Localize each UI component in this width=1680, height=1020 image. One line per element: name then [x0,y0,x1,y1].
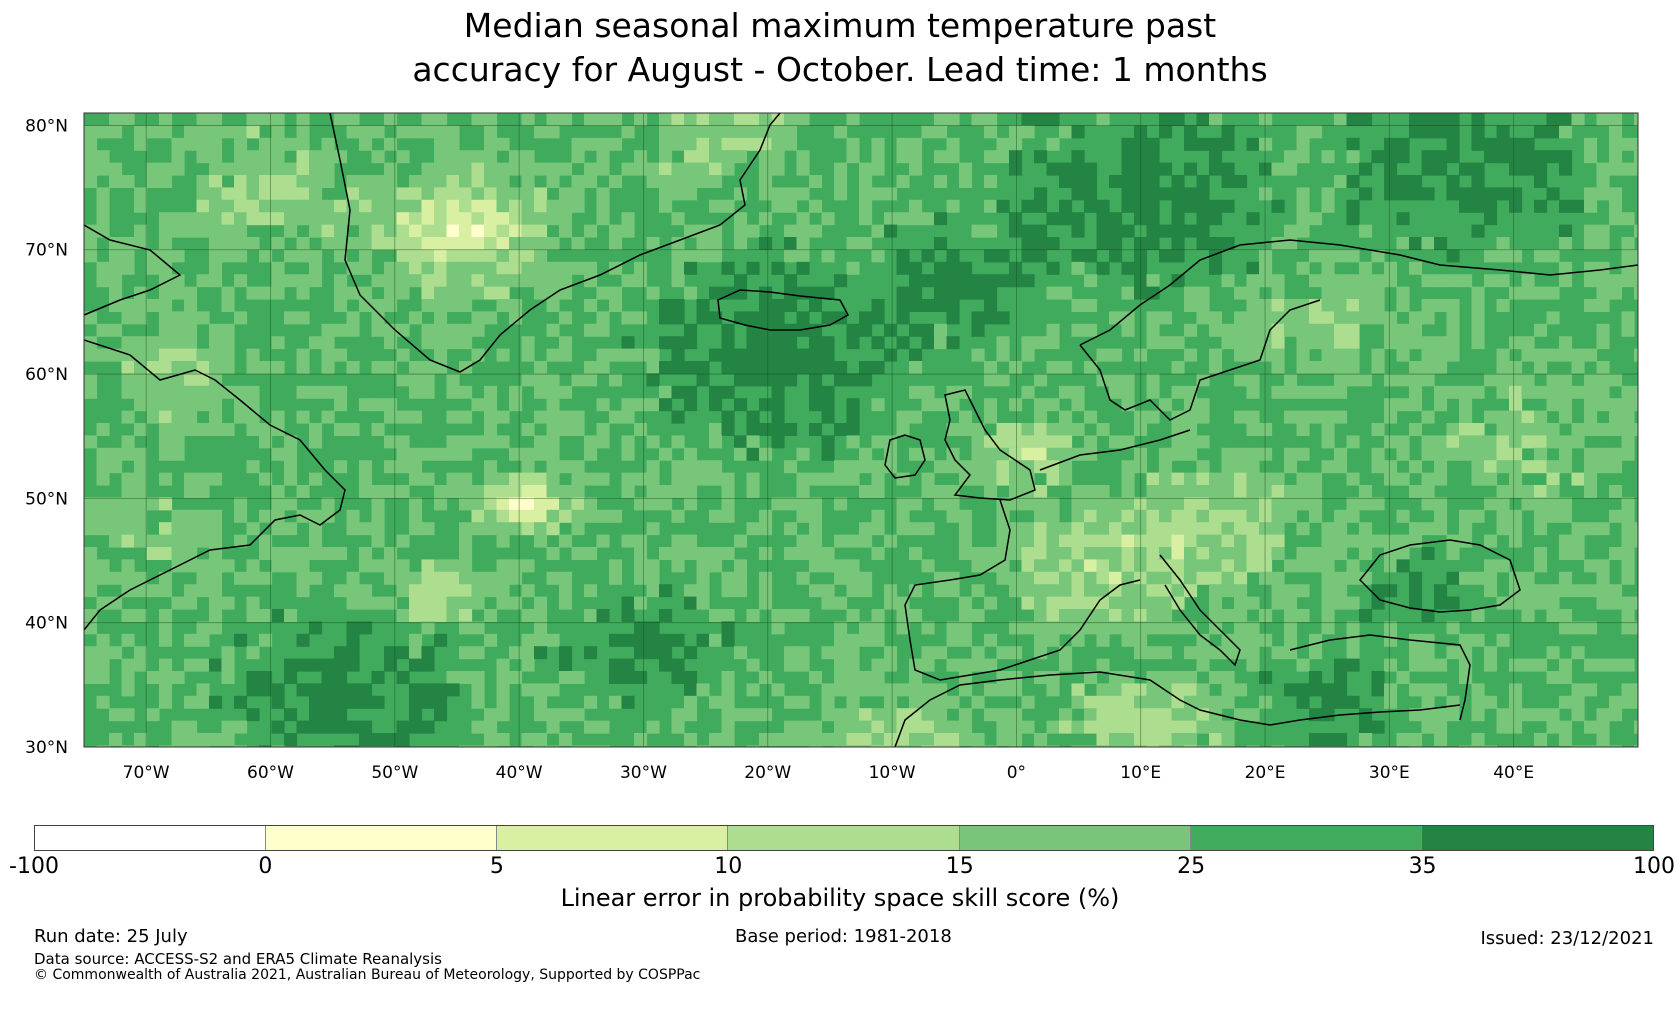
skill-score-map: 80°N 70°N 60°N 50°N 40°N 30°N 70°W 60°W 50°W 40°… [25,112,1639,783]
title-line-1: Median seasonal maximum temperature past [463,6,1217,45]
lon-label: 30°W [620,763,667,783]
colorbar-segment [266,826,498,850]
colorbar-tick-label: 35 [1408,854,1437,879]
chart-title: Median seasonal maximum temperature past… [0,4,1680,92]
colorbar [34,825,1654,851]
coastlines [84,113,1638,747]
graticule [84,113,1638,747]
lon-label: 40°W [496,763,543,783]
colorbar-label: Linear error in probability space skill … [560,884,1120,912]
lon-label: 40°E [1493,763,1534,783]
colorbar-segment [728,826,960,850]
issued-date: Issued: 23/12/2021 [1480,928,1654,949]
colorbar-tick-label: 5 [489,854,504,879]
map-frame [83,112,1639,748]
colorbar-segment [959,826,1191,850]
copyright: © Commonwealth of Australia 2021, Austra… [34,967,701,983]
colorbar-segment [35,826,267,850]
lon-label: 30°E [1369,763,1410,783]
base-period: Base period: 1981-2018 [735,926,952,947]
lon-label: 10°W [869,763,916,783]
colorbar-tick-label: 10 [714,854,743,879]
lat-label: 70°N [25,241,68,261]
lat-label: 40°N [25,614,68,634]
lon-label: 10°E [1120,763,1161,783]
lon-label: 50°W [371,763,418,783]
colorbar-tick-label: -100 [9,854,59,879]
lat-label: 50°N [25,489,68,509]
lon-label: 20°E [1245,763,1286,783]
lat-label: 80°N [25,116,68,136]
data-source: Data source: ACCESS-S2 and ERA5 Climate … [34,950,442,968]
colorbar-segment [497,826,729,850]
lon-label: 60°W [247,763,294,783]
lon-label: 20°W [744,763,791,783]
colorbar-tick-label: 100 [1633,854,1675,879]
lon-label: 70°W [123,763,170,783]
skill-score-field [84,113,1638,747]
title-line-2: accuracy for August - October. Lead time… [412,50,1268,89]
latitude-labels: 80°N 70°N 60°N 50°N 40°N 30°N [25,116,68,758]
lon-label: 0° [1007,763,1026,783]
colorbar-segment [1190,826,1422,850]
colorbar-tick-label: 0 [258,854,273,879]
run-date: Run date: 25 July [34,926,188,947]
lat-label: 30°N [25,738,68,758]
colorbar-tick-label: 15 [945,854,974,879]
colorbar-tick-label: 25 [1177,854,1206,879]
colorbar-segment [1421,826,1653,850]
longitude-labels: 70°W 60°W 50°W 40°W 30°W 20°W 10°W 0° 10°E 20°E 30… [123,763,1534,783]
lat-label: 60°N [25,365,68,385]
